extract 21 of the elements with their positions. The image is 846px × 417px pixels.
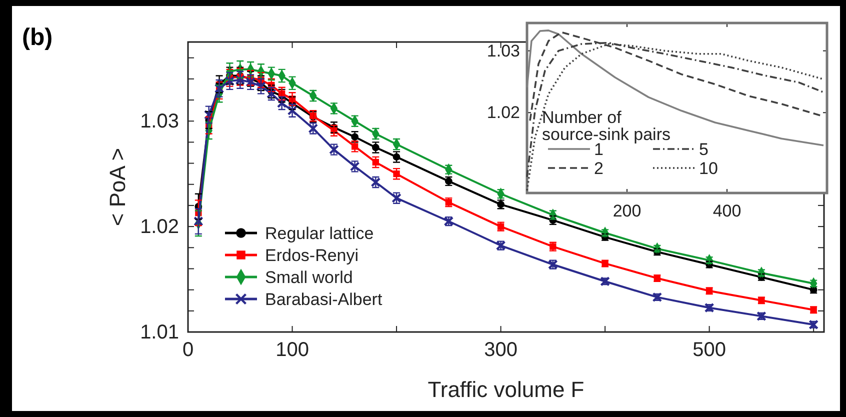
y-tick-label: 1.02	[486, 103, 520, 122]
x-tick-label: 400	[712, 201, 742, 220]
chart-title: (b)	[22, 24, 53, 51]
x-axis-title: Traffic volume F	[428, 377, 584, 402]
x-tick-label: 500	[692, 339, 726, 362]
x-tick-label: 200	[612, 201, 642, 220]
x-tick-label: 0	[182, 339, 194, 362]
legend-label: 5	[699, 140, 708, 159]
legend-label: Barabasi-Albert	[265, 290, 382, 309]
legend-label: Regular lattice	[265, 224, 374, 243]
y-axis-title: < PoA >	[105, 148, 130, 226]
y-tick-label: 1.01	[140, 321, 179, 344]
legend-label: 2	[594, 159, 604, 178]
legend-label: 10	[699, 159, 718, 178]
legend-label: Erdos-Renyi	[265, 246, 359, 265]
legend-label: Small world	[265, 268, 353, 287]
y-tick-label: 1.02	[140, 216, 179, 238]
x-tick-label: 100	[276, 339, 309, 362]
x-tick-label: 300	[484, 339, 518, 362]
y-tick-label: 1.03	[140, 110, 179, 132]
y-tick-label: 1.03	[486, 41, 520, 60]
